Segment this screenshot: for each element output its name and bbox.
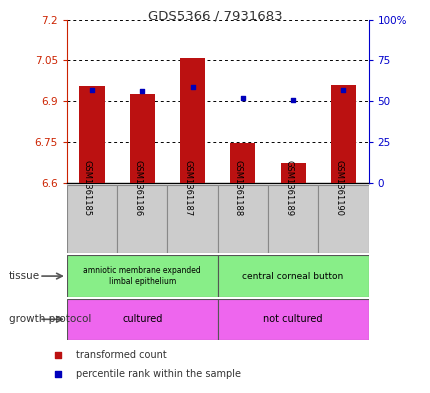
Bar (217, 255, 368, 297)
Bar (267, 185, 317, 253)
Bar (230, 143, 255, 183)
Bar (79, 86, 104, 183)
Point (189, 83, 196, 90)
Point (54, 352, 61, 358)
Text: GSM1361188: GSM1361188 (233, 160, 242, 216)
Text: GDS5366 / 7931683: GDS5366 / 7931683 (148, 10, 282, 23)
Bar (167, 185, 217, 253)
Text: growth protocol: growth protocol (9, 314, 91, 324)
Point (339, 86, 346, 93)
Text: transformed count: transformed count (76, 351, 166, 360)
Text: GSM1361189: GSM1361189 (283, 160, 292, 216)
Point (88, 86, 95, 93)
Bar (317, 185, 368, 253)
Bar (67, 255, 217, 297)
Text: GSM1361185: GSM1361185 (83, 160, 92, 216)
Text: GSM1361187: GSM1361187 (183, 160, 192, 216)
Bar (280, 163, 305, 183)
Text: tissue: tissue (9, 271, 40, 281)
Text: cultured: cultured (122, 314, 162, 324)
Text: central corneal button: central corneal button (242, 272, 343, 281)
Bar (117, 185, 167, 253)
Bar (217, 299, 368, 340)
Text: amniotic membrane expanded
limbal epithelium: amniotic membrane expanded limbal epithe… (83, 266, 201, 286)
Point (239, 95, 246, 101)
Text: not cultured: not cultured (263, 314, 322, 324)
Point (289, 96, 296, 103)
Point (138, 88, 145, 95)
Bar (217, 185, 267, 253)
Text: GSM1361190: GSM1361190 (334, 160, 343, 216)
Text: GSM1361186: GSM1361186 (133, 160, 142, 216)
Bar (67, 185, 117, 253)
Point (54, 371, 61, 377)
Bar (67, 299, 217, 340)
Bar (180, 58, 205, 183)
Text: percentile rank within the sample: percentile rank within the sample (76, 369, 240, 378)
Bar (129, 94, 154, 183)
Bar (330, 85, 355, 183)
